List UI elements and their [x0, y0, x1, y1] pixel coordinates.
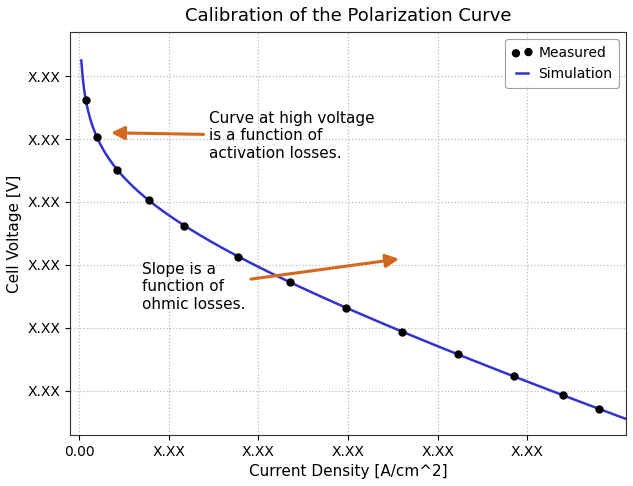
- Y-axis label: Cell Voltage [V]: Cell Voltage [V]: [7, 174, 22, 293]
- Simulation: [473, 359, 481, 365]
- Simulation: [143, 196, 151, 202]
- Measured: [81, 96, 91, 104]
- Legend: Measured, Simulation: Measured, Simulation: [505, 39, 619, 88]
- Text: Slope is a
function of
ohmic losses.: Slope is a function of ohmic losses.: [142, 256, 396, 312]
- Measured: [594, 405, 605, 413]
- Simulation: [471, 358, 479, 364]
- Simulation: [622, 416, 630, 422]
- Measured: [112, 166, 122, 174]
- Measured: [558, 392, 568, 399]
- Measured: [179, 222, 189, 229]
- Measured: [285, 278, 295, 286]
- Line: Simulation: Simulation: [81, 61, 626, 419]
- Measured: [233, 253, 243, 260]
- X-axis label: Current Density [A/cm^2]: Current Density [A/cm^2]: [249, 464, 448, 479]
- Simulation: [255, 264, 263, 270]
- Measured: [453, 350, 463, 358]
- Measured: [509, 373, 519, 381]
- Measured: [92, 134, 102, 141]
- Title: Calibration of the Polarization Curve: Calibration of the Polarization Curve: [185, 7, 511, 25]
- Simulation: [77, 58, 85, 64]
- Measured: [341, 304, 351, 312]
- Measured: [397, 328, 407, 335]
- Measured: [144, 196, 154, 204]
- Simulation: [420, 338, 428, 344]
- Text: Curve at high voltage
is a function of
activation losses.: Curve at high voltage is a function of a…: [115, 111, 375, 161]
- Simulation: [293, 283, 301, 289]
